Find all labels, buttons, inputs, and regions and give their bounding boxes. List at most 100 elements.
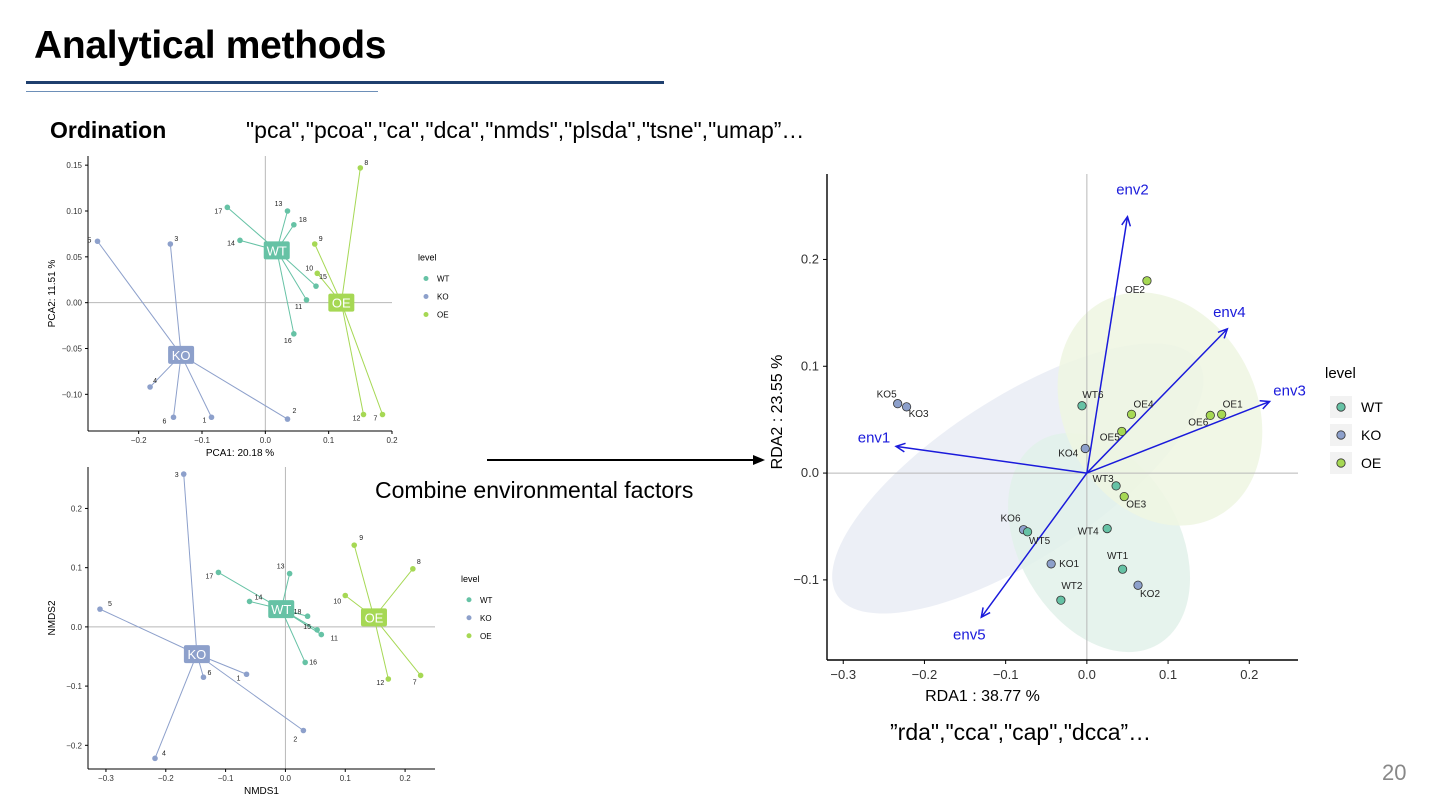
data-point [342, 592, 349, 599]
spoke-line [154, 653, 198, 759]
point-label: 3 [175, 472, 179, 479]
point-label: WT6 [1082, 390, 1104, 401]
page-number: 20 [1382, 760, 1407, 785]
point-label: WT2 [1061, 581, 1083, 592]
data-point [152, 755, 158, 762]
legend-title: level [1325, 365, 1356, 382]
point-label: 16 [284, 338, 292, 345]
data-point [1126, 409, 1137, 419]
env-arrowhead [1259, 399, 1272, 410]
point-label: 1 [203, 417, 207, 424]
point-label: 16 [309, 659, 317, 666]
legend-swatch [423, 276, 429, 281]
point-label: 1 [237, 675, 241, 682]
legend-label: KO [437, 293, 449, 302]
legend-label: KO [1361, 427, 1381, 443]
title-subrule [26, 91, 378, 92]
point-label: 17 [206, 573, 214, 580]
y-axis-label: PCA2: 11.51 % [47, 260, 58, 328]
nmds-chart: −0.3 −0.2 −0.1 0.0 0.1 0.2 0.2 0.1 0.0 −0.1 −0.2 NM… [47, 467, 493, 797]
data-point [200, 674, 207, 681]
y-tick-label: 0.00 [66, 299, 82, 308]
point-label: 2 [293, 408, 297, 415]
data-point [243, 671, 250, 678]
y-tick-label: 0.05 [66, 253, 82, 262]
centroid-label: KO [172, 348, 191, 363]
y-tick-label: 0.0 [801, 465, 819, 480]
point-label: KO4 [1058, 449, 1078, 460]
centroid-box [263, 241, 290, 260]
data-point [417, 672, 424, 679]
x-tick-label: 0.1 [1159, 667, 1177, 682]
point-label: OE1 [1223, 399, 1243, 410]
spoke-line [276, 250, 295, 334]
legend-label: WT [480, 596, 493, 605]
y-tick-label: −0.05 [62, 345, 83, 354]
data-point [1217, 409, 1227, 419]
point-label: 8 [417, 559, 421, 566]
data-point [180, 471, 187, 477]
spoke-line [180, 354, 288, 420]
spoke-line [353, 545, 375, 618]
point-label: 2 [293, 737, 297, 744]
centroid-box [168, 345, 195, 364]
point-label: 5 [88, 237, 92, 244]
spoke-line [173, 354, 182, 418]
data-point [1111, 481, 1121, 491]
spoke-line [169, 243, 182, 355]
env-arrow [980, 472, 1088, 618]
legend-label: OE [480, 632, 492, 641]
centroid-label: KO [187, 647, 206, 662]
y-tick-label: −0.10 [62, 390, 83, 399]
spoke-line [340, 167, 361, 303]
point-label: OE4 [1134, 399, 1154, 410]
legend-swatch [423, 312, 429, 317]
env-arrow-label: env4 [1213, 304, 1246, 321]
data-point [224, 204, 231, 211]
data-point [1119, 491, 1129, 502]
y-tick-label: 0.1 [801, 358, 819, 373]
x-tick-label: 0.0 [1078, 667, 1096, 682]
x-tick-label: −0.1 [218, 774, 234, 783]
data-point [208, 414, 215, 421]
centroid-label: OE [365, 610, 384, 625]
point-label: 4 [153, 378, 157, 385]
point-label: 15 [303, 624, 311, 631]
point-label: KO6 [1001, 514, 1021, 525]
data-point [304, 613, 311, 620]
data-point [385, 676, 392, 682]
data-point [1117, 564, 1128, 574]
spoke-line [180, 354, 212, 418]
point-label: WT5 [1029, 536, 1051, 547]
data-point [1205, 410, 1215, 420]
data-point [410, 566, 416, 572]
x-tick-label: 0.0 [280, 774, 292, 783]
legend-label: OE [1361, 455, 1381, 471]
point-label: 13 [275, 201, 283, 208]
point-label: 18 [299, 217, 307, 224]
x-tick-label: 0.1 [340, 774, 352, 783]
point-label: 11 [331, 636, 338, 643]
x-tick-label: −0.3 [98, 774, 114, 783]
spoke-line [99, 608, 198, 655]
data-point [1142, 276, 1152, 286]
point-label: OE3 [1126, 500, 1146, 511]
data-point [300, 727, 307, 734]
y-tick-label: 0.1 [71, 564, 83, 573]
data-point [1077, 401, 1087, 411]
section-subtitle: Ordination [50, 117, 167, 143]
rda-chart: −0.3 −0.2 −0.1 0.0 0.1 0.2 0.2 0.1 0.0 −0.1 RDA1 :… [769, 174, 1383, 705]
point-label: OE5 [1100, 432, 1120, 443]
data-point [379, 411, 386, 418]
data-point [318, 631, 325, 638]
data-point [1022, 527, 1033, 537]
point-label: 9 [359, 535, 363, 542]
env-arrowhead [980, 607, 991, 619]
env-arrowhead [894, 442, 906, 453]
point-label: 15 [319, 274, 327, 281]
point-label: 12 [353, 416, 361, 423]
data-point [1046, 559, 1056, 569]
env-arrowhead [1121, 215, 1132, 227]
legend-swatch [1336, 402, 1346, 412]
data-point [314, 627, 320, 633]
